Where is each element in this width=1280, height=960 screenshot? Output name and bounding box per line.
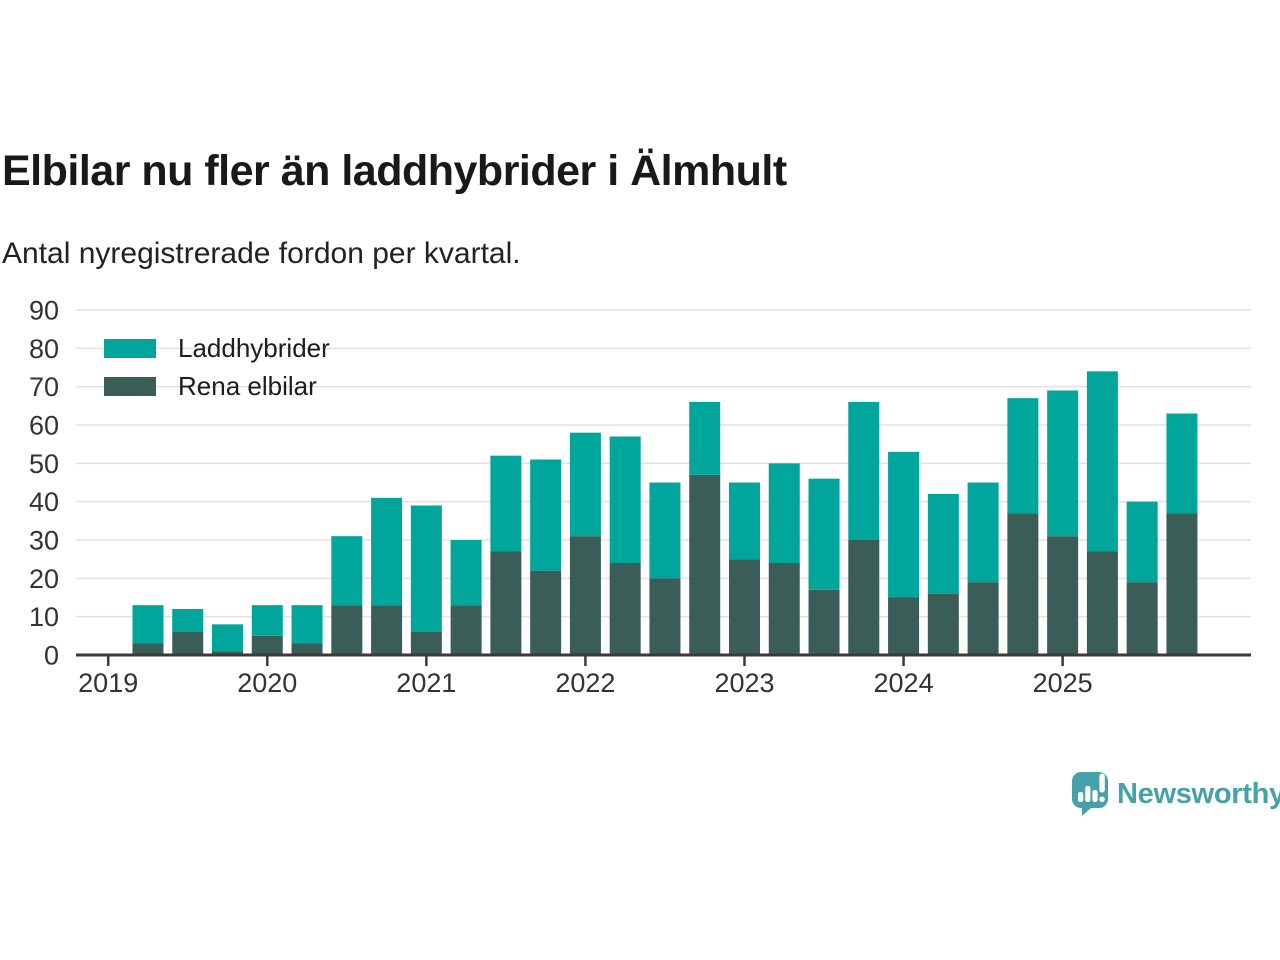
bar-2021-q3-rena-elbilar	[490, 551, 522, 655]
newsworthy-bubble-chart-icon	[1072, 772, 1108, 816]
y-axis-label-40: 40	[29, 487, 59, 517]
bar-2019-q2-rena-elbilar	[132, 643, 164, 655]
bar-2023-q1-laddhybrider	[728, 482, 760, 560]
bar-2022-q4-rena-elbilar	[689, 474, 721, 655]
bar-2025-q4-laddhybrider	[1166, 413, 1198, 514]
year-label-2024: 2024	[874, 668, 934, 698]
bar-2023-q3-rena-elbilar	[808, 589, 840, 655]
bar-2022-q1-rena-elbilar	[569, 536, 601, 655]
bar-2025-q2-laddhybrider	[1086, 371, 1118, 552]
bar-2019-q4-rena-elbilar	[212, 651, 244, 655]
y-axis-label-50: 50	[29, 449, 59, 479]
bar-2020-q1-rena-elbilar	[251, 635, 283, 655]
bar-2020-q4-laddhybrider	[371, 497, 403, 606]
y-axis-label-0: 0	[44, 640, 59, 670]
y-axis-label-30: 30	[29, 525, 59, 555]
bar-2022-q1-laddhybrider	[569, 432, 601, 537]
year-label-2021: 2021	[396, 668, 456, 698]
bar-2023-q1-rena-elbilar	[728, 559, 760, 655]
chart-title: Elbilar nu fler än laddhybrider i Älmhul…	[2, 147, 787, 195]
year-label-2025: 2025	[1033, 668, 1093, 698]
bar-2020-q1-laddhybrider	[251, 605, 283, 636]
legend-row-laddhybrider: Laddhybrider	[104, 333, 330, 363]
year-label-2019: 2019	[78, 668, 138, 698]
bar-2022-q3-rena-elbilar	[649, 578, 681, 655]
bar-2021-q4-rena-elbilar	[530, 570, 562, 655]
year-label-2020: 2020	[237, 668, 297, 698]
legend-label-laddhybrider: Laddhybrider	[178, 332, 330, 363]
bar-2019-q3-rena-elbilar	[172, 632, 204, 655]
bar-2024-q2-laddhybrider	[927, 494, 959, 594]
bar-2024-q1-laddhybrider	[888, 451, 920, 598]
y-axis-label-10: 10	[29, 602, 59, 632]
bar-2023-q4-rena-elbilar	[848, 540, 880, 655]
bar-2020-q4-rena-elbilar	[371, 605, 403, 655]
bar-2025-q4-rena-elbilar	[1166, 513, 1198, 655]
bar-2022-q3-laddhybrider	[649, 482, 681, 579]
bar-2019-q2-laddhybrider	[132, 605, 164, 644]
y-axis-label-60: 60	[29, 410, 59, 440]
bar-2023-q3-laddhybrider	[808, 478, 840, 590]
bar-2025-q1-rena-elbilar	[1047, 536, 1079, 655]
bar-2024-q4-rena-elbilar	[1007, 513, 1039, 655]
bar-2021-q1-laddhybrider	[410, 505, 442, 633]
chart-legend: Laddhybrider Rena elbilar	[104, 333, 330, 414]
bar-2020-q2-laddhybrider	[291, 605, 323, 644]
bar-2024-q3-rena-elbilar	[967, 582, 999, 655]
y-axis-label-20: 20	[29, 564, 59, 594]
bar-2022-q4-laddhybrider	[689, 402, 721, 475]
year-label-2022: 2022	[555, 668, 615, 698]
bar-2022-q2-laddhybrider	[609, 436, 641, 564]
bar-2025-q3-rena-elbilar	[1126, 582, 1158, 655]
y-axis-label-80: 80	[29, 334, 59, 364]
bar-2022-q2-rena-elbilar	[609, 563, 641, 655]
bar-2025-q1-laddhybrider	[1047, 390, 1079, 537]
bar-2024-q2-rena-elbilar	[927, 593, 959, 655]
bar-2020-q3-rena-elbilar	[331, 605, 363, 655]
bar-2023-q2-rena-elbilar	[768, 563, 800, 655]
legend-row-rena-elbilar: Rena elbilar	[104, 371, 330, 401]
y-axis-label-90: 90	[29, 295, 59, 325]
bar-2021-q3-laddhybrider	[490, 455, 522, 552]
year-label-2023: 2023	[714, 668, 774, 698]
bar-2023-q2-laddhybrider	[768, 463, 800, 564]
stacked-bar-chart: 0 10 20 30 40 50 60 70 80 90 2019 2020 2021 2022 2023 2…	[29, 295, 1251, 698]
bar-2024-q4-laddhybrider	[1007, 398, 1039, 514]
bar-2019-q3-laddhybrider	[172, 609, 204, 633]
bar-2023-q4-laddhybrider	[848, 402, 880, 541]
legend-label-rena-elbilar: Rena elbilar	[178, 370, 317, 401]
bar-2021-q2-rena-elbilar	[450, 605, 482, 655]
legend-swatch-laddhybrider	[104, 338, 156, 358]
bar-2024-q3-laddhybrider	[967, 482, 999, 583]
legend-swatch-rena-elbilar	[104, 376, 156, 396]
y-axis-label-70: 70	[29, 372, 59, 402]
chart-subtitle: Antal nyregistrerade fordon per kvartal.	[2, 237, 521, 270]
bar-2020-q3-laddhybrider	[331, 536, 363, 606]
bar-2021-q1-rena-elbilar	[410, 632, 442, 655]
bar-2019-q4-laddhybrider	[212, 624, 244, 652]
newsworthy-wordmark: Newsworthy	[1117, 778, 1280, 810]
bar-2021-q4-laddhybrider	[530, 459, 562, 571]
bar-2024-q1-rena-elbilar	[888, 597, 920, 655]
bar-2025-q2-rena-elbilar	[1086, 551, 1118, 655]
bar-2025-q3-laddhybrider	[1126, 501, 1158, 583]
bar-2020-q2-rena-elbilar	[291, 643, 323, 655]
bar-2021-q2-laddhybrider	[450, 540, 482, 606]
newsworthy-logo: Newsworthy	[1071, 771, 1280, 817]
